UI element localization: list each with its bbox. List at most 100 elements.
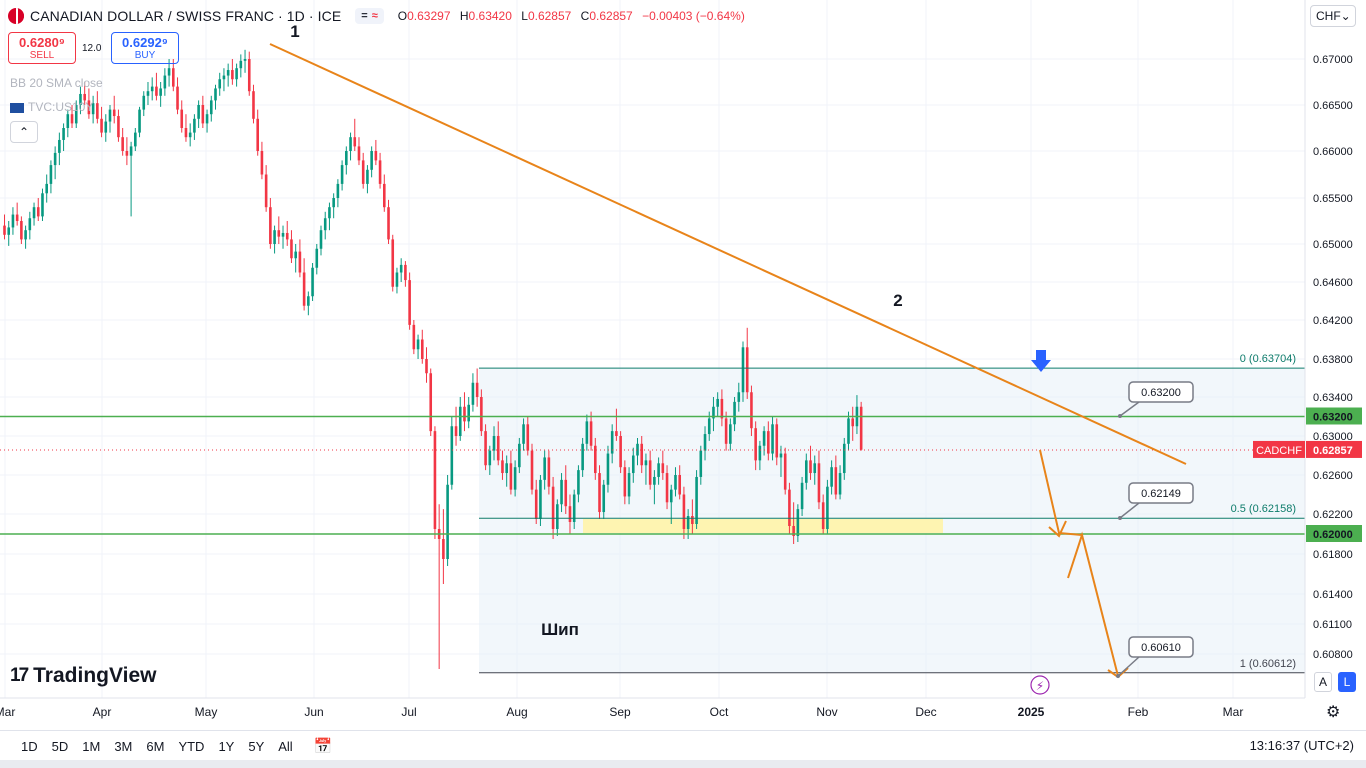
candle-body: [703, 434, 707, 451]
candle-body: [534, 489, 538, 519]
tradingview-logo: 17 TradingView: [10, 664, 157, 687]
candle-body: [433, 431, 437, 529]
candle-body: [796, 509, 800, 536]
symbol-title[interactable]: CANADIAN DOLLAR / SWISS FRANC · 1D · ICE: [30, 8, 342, 24]
candle-body: [783, 453, 787, 490]
candle-body: [226, 70, 230, 76]
candle-body: [193, 118, 196, 133]
fib-label-f05: 0.5 (0.62158): [1231, 503, 1296, 515]
candle-body: [167, 68, 171, 76]
candle-body: [163, 75, 167, 89]
candle-body: [750, 392, 753, 429]
low-value: 0.62857: [527, 9, 572, 23]
range-1d[interactable]: 1D: [21, 738, 38, 754]
range-all[interactable]: All: [278, 738, 293, 754]
candle-body: [480, 397, 483, 432]
buy-button[interactable]: 0.6292⁹ BUY: [111, 32, 179, 64]
candle-body: [695, 476, 698, 524]
x-tick-label: Jun: [304, 705, 323, 719]
candle-body: [467, 404, 470, 422]
y-tick-label: 0.61100: [1313, 619, 1352, 631]
range-3m[interactable]: 3M: [114, 738, 133, 754]
candle-body: [336, 183, 340, 198]
x-tick-label: Jul: [401, 705, 416, 719]
axes: 0.67000 0.66500 0.66000 0.65500 0.65000 0.646…: [0, 0, 1362, 719]
range-1y[interactable]: 1Y: [218, 738, 235, 754]
candle-body: [446, 484, 449, 559]
candle-body: [821, 502, 825, 529]
candle-body: [589, 421, 593, 446]
projection-arrowhead: [1048, 520, 1067, 538]
equals-icon: =: [361, 10, 368, 22]
candle-body: [513, 467, 517, 490]
candle-body: [239, 60, 243, 69]
candle-body: [606, 453, 610, 485]
currency-select[interactable]: CHF ⌄: [1310, 5, 1356, 27]
log-scale-button[interactable]: L: [1338, 672, 1356, 692]
candle-body: [665, 473, 669, 503]
candle-body: [610, 431, 614, 454]
range-buttons: 1D 5D 1M 3M 6M YTD 1Y 5Y All: [14, 739, 300, 754]
collapse-legend-button[interactable]: ⌃: [10, 121, 38, 143]
spike-label: Шип: [541, 620, 579, 639]
candle-body: [345, 151, 348, 166]
candle-body: [184, 128, 188, 138]
calendar-icon[interactable]: 📅: [313, 738, 333, 755]
auto-scale-button[interactable]: A: [1314, 672, 1332, 692]
candle-body: [155, 86, 158, 96]
trend-line: [269, 43, 1187, 465]
candle-body: [361, 160, 365, 184]
buy-label: BUY: [134, 50, 156, 61]
candle-body: [699, 450, 703, 477]
y-tick-label: 0.64200: [1313, 315, 1353, 327]
candle-body: [619, 436, 622, 468]
clock[interactable]: 13:16:37 (UTC+2): [1249, 738, 1354, 753]
candle-body: [442, 539, 445, 559]
candle-body: [41, 193, 44, 217]
candle-body: [328, 207, 331, 219]
y-tick-label: 0.65000: [1313, 239, 1353, 251]
candle-body: [370, 151, 373, 170]
candle-body: [62, 128, 65, 140]
candle-body: [112, 109, 116, 117]
candle-body: [834, 467, 838, 495]
candle-body: [720, 398, 724, 419]
chevron-up-icon: ⌃: [18, 125, 30, 139]
bottom-toolbar: 1D 5D 1M 3M 6M YTD 1Y 5Y All 📅 13:16:37 (UTC+2): [0, 730, 1366, 761]
candle-body: [319, 230, 323, 249]
bb-indicator-label[interactable]: BB 20 SMA close: [10, 76, 103, 90]
y-tick-label: 0.61400: [1313, 589, 1353, 601]
candle-body: [58, 139, 61, 153]
candle-body: [598, 473, 601, 513]
candle-body: [302, 272, 306, 306]
range-6m[interactable]: 6M: [146, 738, 165, 754]
range-5d[interactable]: 5D: [51, 738, 69, 754]
y-tick-label: 0.62600: [1313, 470, 1353, 482]
wave-icon: ≈: [371, 10, 378, 22]
y-tick-label: 0.60800: [1313, 649, 1353, 661]
gear-icon[interactable]: ⚙: [1326, 704, 1341, 721]
candle-body: [311, 267, 314, 297]
compare-pill[interactable]: = ≈: [355, 8, 384, 24]
candle-body: [79, 93, 82, 105]
candle-body: [53, 152, 57, 166]
buy-price: 0.6292⁹: [122, 35, 168, 50]
y-tick-label: 0.67000: [1313, 54, 1353, 66]
range-1m[interactable]: 1M: [82, 738, 101, 754]
y-tick-label: 0.63400: [1313, 392, 1353, 404]
canada-flag-icon: [8, 8, 24, 24]
y-tick-label: 0.64600: [1313, 277, 1353, 289]
high-value: 0.63420: [468, 9, 512, 23]
x-tick-label: May: [195, 705, 218, 719]
candle-body: [416, 339, 420, 350]
callout-box: [1128, 381, 1194, 403]
candle-body: [222, 75, 226, 80]
range-ytd[interactable]: YTD: [178, 738, 205, 754]
range-5y[interactable]: 5Y: [248, 738, 265, 754]
sell-button[interactable]: 0.6280⁹ SELL: [8, 32, 76, 64]
candle-body: [125, 151, 129, 156]
fib-label-f1: 1 (0.60612): [1240, 658, 1296, 670]
candle-body: [475, 382, 479, 397]
tvc-indicator-label[interactable]: TVC:US10Y: [10, 100, 93, 114]
